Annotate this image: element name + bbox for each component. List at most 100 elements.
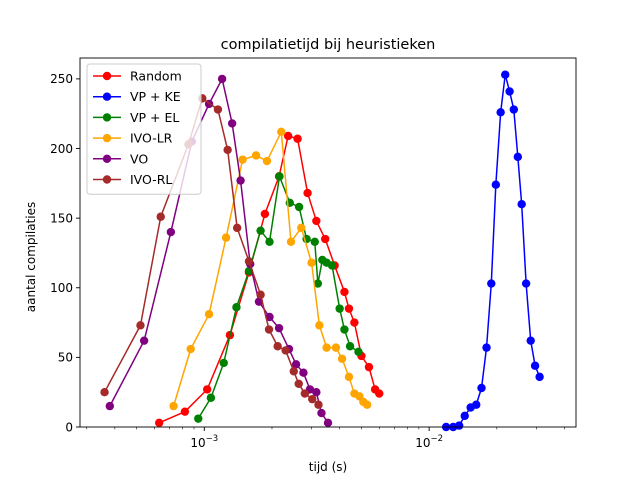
data-point-random-7 [283, 131, 293, 141]
legend-marker-ivo-lr [102, 133, 112, 143]
y-tick-label: 200 [50, 142, 73, 156]
series-line-ivo-lr [172, 131, 368, 407]
data-point-vp-el-19 [354, 347, 363, 357]
data-point-random-15 [350, 318, 359, 327]
data-point-random-13 [340, 287, 349, 297]
data-point-vp-el-2 [219, 358, 228, 368]
data-point-random-8 [293, 134, 302, 143]
data-point-ivo-rl-17 [314, 400, 323, 409]
legend-marker-vp-el [102, 113, 112, 122]
data-point-vp-el-12 [313, 279, 323, 288]
data-point-vp-ke-15 [517, 200, 526, 209]
data-point-vp-el-17 [340, 325, 349, 334]
chart-title: compilatietijd bij heuristieken [221, 37, 436, 53]
legend-label-vp-el: VP + EL [130, 110, 179, 125]
legend-label-ivo-rl: IVO-RL [130, 172, 172, 187]
data-point-vo-18 [323, 418, 333, 428]
data-point-random-1 [180, 407, 190, 416]
data-point-vo-17 [317, 408, 326, 418]
data-point-vo-10 [265, 312, 274, 322]
legend-label-ivo-lr: IVO-LR [130, 131, 173, 146]
data-point-ivo-lr-19 [362, 400, 372, 409]
data-point-vp-ke-5 [472, 400, 481, 409]
y-tick-label: 100 [50, 281, 73, 295]
data-point-vo-1 [139, 336, 149, 345]
legend-marker-ivo-rl [102, 175, 112, 184]
series-vp-el [194, 172, 363, 423]
data-point-random-5 [260, 209, 270, 219]
data-point-vp-el-15 [327, 261, 337, 270]
data-point-ivo-lr-7 [277, 127, 286, 136]
plot-area: 0 50 100 150 200 250 10−3 10−2 [50, 57, 577, 450]
data-point-vp-el-1 [206, 393, 216, 402]
x-tick-label: 10−2 [415, 434, 443, 450]
data-point-ivo-lr-5 [251, 151, 261, 160]
series-vp-ke [441, 70, 544, 432]
data-point-ivo-rl-6 [223, 145, 232, 155]
data-point-vp-el-18 [345, 342, 355, 351]
data-point-vo-11 [274, 323, 284, 333]
data-point-ivo-lr-10 [307, 258, 316, 267]
data-point-vp-ke-11 [501, 70, 510, 79]
y-tick-label: 150 [50, 211, 73, 225]
data-point-vp-el-9 [294, 202, 304, 212]
data-point-vp-ke-8 [487, 279, 496, 288]
data-point-vp-ke-2 [454, 421, 464, 430]
data-point-vo-6 [227, 119, 237, 128]
x-axis-label: tijd (s) [309, 460, 347, 474]
data-point-vp-ke-18 [530, 361, 540, 370]
data-point-vp-ke-7 [482, 343, 491, 352]
data-point-ivo-lr-14 [337, 354, 347, 363]
data-point-ivo-lr-4 [238, 155, 247, 164]
y-tick-label: 50 [58, 351, 73, 365]
series-line-vp-ke [446, 73, 541, 428]
data-point-vo-7 [236, 176, 245, 185]
data-point-vp-ke-14 [513, 152, 523, 162]
data-point-ivo-rl-8 [244, 257, 254, 266]
data-point-random-11 [321, 234, 330, 244]
legend-label-vp-ke: VP + KE [130, 89, 181, 104]
data-point-vp-ke-17 [526, 336, 535, 345]
y-axis-label: aantal compilaties [24, 202, 38, 312]
data-point-vp-el-11 [310, 237, 319, 246]
data-point-ivo-lr-3 [221, 233, 231, 242]
y-tick-label: 0 [65, 420, 73, 434]
data-point-vp-ke-13 [509, 105, 518, 114]
data-point-random-14 [344, 304, 354, 313]
data-point-vo-2 [166, 227, 176, 237]
legend-label-random: Random [130, 69, 182, 84]
data-point-ivo-lr-6 [262, 156, 272, 166]
data-point-random-9 [303, 188, 312, 198]
data-point-ivo-lr-15 [344, 372, 354, 382]
data-point-ivo-rl-0 [100, 387, 109, 397]
data-point-ivo-rl-14 [294, 379, 303, 389]
legend-marker-vp-ke [102, 92, 112, 101]
data-point-vp-ke-9 [491, 180, 501, 189]
data-point-ivo-rl-10 [264, 325, 274, 334]
data-point-vp-ke-3 [460, 411, 469, 421]
series-ivo-lr [169, 127, 372, 411]
data-point-vp-el-3 [232, 303, 241, 312]
axes-frame [79, 57, 577, 428]
data-point-vo-0 [105, 401, 115, 411]
data-point-ivo-rl-9 [256, 290, 265, 299]
data-point-ivo-lr-9 [297, 223, 306, 233]
data-point-vp-el-0 [194, 414, 203, 423]
data-point-vp-ke-6 [477, 383, 486, 393]
data-point-ivo-lr-0 [169, 401, 178, 411]
data-point-ivo-rl-12 [281, 346, 290, 355]
data-point-ivo-rl-1 [136, 321, 145, 330]
x-tick-label: 10−3 [190, 434, 218, 450]
legend-marker-vo [102, 154, 112, 163]
series-line-vp-el [197, 175, 359, 420]
data-point-ivo-rl-16 [308, 394, 317, 404]
data-point-ivo-lr-13 [331, 343, 341, 352]
data-point-ivo-rl-7 [232, 223, 242, 233]
data-point-vp-ke-16 [521, 279, 531, 288]
data-point-ivo-lr-2 [204, 310, 214, 319]
data-point-vp-ke-10 [496, 108, 505, 117]
data-point-ivo-rl-13 [289, 367, 298, 376]
data-point-vp-el-7 [275, 172, 284, 181]
data-point-random-2 [202, 385, 212, 394]
